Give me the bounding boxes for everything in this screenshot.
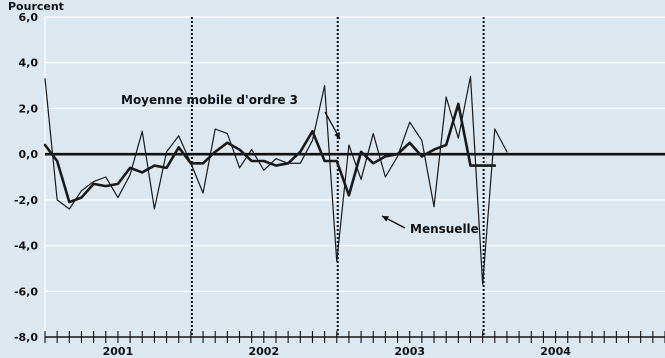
annotation-arrowhead-moving-average (334, 132, 340, 139)
y-tick-label: 2,0 (19, 102, 39, 115)
annotation-moving-average: Moyenne mobile d'ordre 3 (121, 93, 298, 107)
y-axis-tick-labels: 6,0 4,0 2,0 0,0 -2,0 -4,0 -6,0 -8,0 (14, 11, 38, 344)
x-tick-label: 2004 (540, 345, 571, 358)
unit-label: Pourcent (8, 0, 64, 13)
x-axis-ticks (44, 331, 665, 343)
x-tick-label: 2002 (249, 345, 280, 358)
series-line-moving-average (43, 102, 497, 204)
y-tick-label: 0,0 (19, 148, 39, 161)
x-tick-label: 2003 (394, 345, 425, 358)
series-line-monthly (44, 75, 508, 286)
x-tick-label: 2001 (103, 345, 134, 358)
year-separators (190, 17, 485, 337)
series-group (43, 75, 508, 286)
annotation-arrowhead-monthly (382, 216, 389, 222)
y-tick-label: -8,0 (14, 331, 38, 344)
y-tick-label: -2,0 (14, 194, 38, 207)
annotation-monthly: Mensuelle (410, 222, 479, 236)
y-tick-label: 6,0 (19, 11, 39, 24)
y-tick-label: 4,0 (19, 57, 39, 70)
x-axis-tick-labels: 2001 2002 2003 2004 (103, 345, 572, 358)
annotations: Pourcent Moyenne mobile d'ordre 3 Mensue… (8, 0, 479, 236)
y-tick-label: -6,0 (14, 285, 38, 298)
y-tick-label: -4,0 (14, 240, 38, 253)
